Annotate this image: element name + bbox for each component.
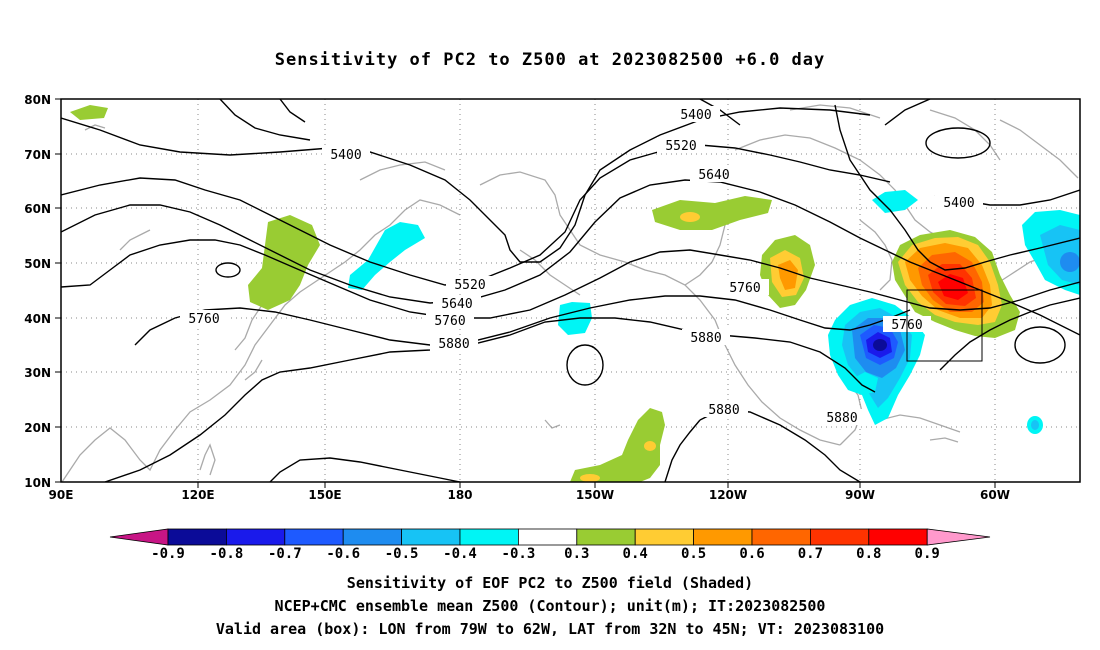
colorbar-tick-label: -0.5 <box>385 546 419 562</box>
lat-label: 70N <box>24 148 51 162</box>
shade-negative-us-east-6 <box>873 339 887 351</box>
lat-label: 60N <box>24 202 51 216</box>
colorbar-high-arrow <box>926 528 991 546</box>
contour-label: 5880 <box>826 411 857 426</box>
lon-label: 90W <box>845 488 875 502</box>
colorbar-tick-label: -0.8 <box>210 546 244 562</box>
lat-label: 10N <box>24 476 51 490</box>
valid-area-box <box>906 289 983 362</box>
chart-title: Sensitivity of PC2 to Z500 at 2023082500… <box>274 50 826 70</box>
colorbar: -0.9 -0.8 -0.7 -0.6 -0.5 -0.4 -0.3 0.3 0… <box>109 528 991 562</box>
shade-yellow-canada <box>680 212 700 222</box>
caption-shaded: Sensitivity of EOF PC2 to Z500 field (Sh… <box>346 574 754 592</box>
lon-label: 120W <box>709 488 747 502</box>
shade-negative-caribbean-2 <box>1031 420 1039 430</box>
axis-ticks <box>55 98 996 488</box>
lat-label: 80N <box>24 93 51 107</box>
lon-label: 150E <box>308 488 341 502</box>
caption-contour: NCEP+CMC ensemble mean Z500 (Contour); u… <box>274 597 826 615</box>
z500-contours <box>61 99 1080 482</box>
map-frame <box>60 98 1081 483</box>
caption-valid-area: Valid area (box): LON from 79W to 62W, L… <box>215 620 885 638</box>
shade-negative-hudson <box>872 190 918 213</box>
colorbar-swatch <box>459 528 519 546</box>
colorbar-swatch <box>576 528 636 546</box>
shade-yellow-pacific-2 <box>580 474 600 482</box>
colorbar-tick-label: 0.8 <box>856 546 881 562</box>
colorbar-tick-label: -0.3 <box>502 546 536 562</box>
contour-label: 5880 <box>708 403 739 418</box>
shade-yellow-pacific <box>644 441 656 451</box>
latitude-labels: 80N 70N 60N 50N 40N 30N 20N 10N <box>24 93 51 490</box>
shade-positive-canada <box>652 196 772 230</box>
colorbar-tick-label: 0.9 <box>915 546 940 562</box>
lat-label: 30N <box>24 366 51 380</box>
shade-negative-northatlantic-3 <box>1060 252 1080 272</box>
contour-label: 5880 <box>690 331 721 346</box>
colorbar-swatch <box>634 528 695 546</box>
colorbar-tick-label: -0.7 <box>268 546 302 562</box>
contour-label: 5640 <box>441 297 472 312</box>
colorbar-swatch <box>518 528 578 546</box>
contour-label: 5640 <box>698 168 729 183</box>
colorbar-tick-label: -0.6 <box>326 546 360 562</box>
contour-labels: 5400 5400 5400 5520 5520 5640 5640 5760 … <box>180 106 983 426</box>
colorbar-swatch <box>810 528 870 546</box>
contour-label: 5760 <box>434 314 465 329</box>
lon-label: 60W <box>980 488 1010 502</box>
shade-red-atlantic <box>938 274 968 300</box>
colorbar-swatch <box>401 528 461 546</box>
colorbar-tick-label: 0.5 <box>681 546 706 562</box>
lon-label: 120E <box>181 488 214 502</box>
lon-label: 150W <box>576 488 614 502</box>
colorbar-swatch <box>284 528 344 546</box>
shade-orange-central <box>778 260 798 290</box>
contour-label: 5760 <box>188 312 219 327</box>
shade-positive-arctic <box>70 105 108 120</box>
colorbar-swatch <box>225 528 286 546</box>
colorbar-tick-label: 0.3 <box>564 546 589 562</box>
colorbar-tick-label: -0.9 <box>151 546 185 562</box>
contour-label: 5880 <box>438 337 469 352</box>
contour-label: 5400 <box>330 148 361 163</box>
contour-label: 5400 <box>680 108 711 123</box>
colorbar-swatch <box>868 528 928 546</box>
colorbar-tick-label: 0.4 <box>623 546 648 562</box>
lon-label: 90E <box>49 488 74 502</box>
contour-label: 5520 <box>454 278 485 293</box>
colorbar-low-arrow <box>109 528 169 546</box>
colorbar-swatch <box>167 528 227 546</box>
colorbar-swatch <box>693 528 753 546</box>
contour-label: 5520 <box>665 139 696 154</box>
shade-negative-pacific-nw <box>348 222 425 290</box>
lat-label: 20N <box>24 421 51 435</box>
colorbar-tick-label: 0.6 <box>739 546 764 562</box>
lat-label: 40N <box>24 312 51 326</box>
colorbar-tick-label: 0.7 <box>798 546 823 562</box>
shade-positive-pacific <box>570 408 665 482</box>
contour-label: 5760 <box>729 281 760 296</box>
contour-label: 5400 <box>943 196 974 211</box>
colorbar-tick-label: -0.4 <box>443 546 477 562</box>
colorbar-swatch <box>342 528 403 546</box>
colorbar-swatch <box>751 528 811 546</box>
longitude-labels: 90E 120E 150E 180 150W 120W 90W 60W <box>49 488 1010 502</box>
lat-label: 50N <box>24 257 51 271</box>
lon-label: 180 <box>447 488 472 502</box>
